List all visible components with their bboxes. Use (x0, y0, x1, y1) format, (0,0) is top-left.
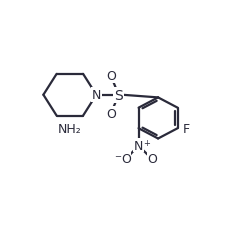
Text: F: F (182, 122, 190, 135)
Text: O: O (106, 70, 115, 83)
Text: N: N (91, 89, 101, 102)
Text: +: + (142, 138, 149, 147)
Text: N: N (133, 139, 143, 152)
Text: S: S (114, 88, 123, 102)
Text: O: O (120, 152, 130, 165)
Text: NH₂: NH₂ (57, 122, 81, 135)
Text: O: O (106, 107, 115, 120)
Text: O: O (146, 152, 156, 165)
Text: −: − (114, 152, 121, 161)
